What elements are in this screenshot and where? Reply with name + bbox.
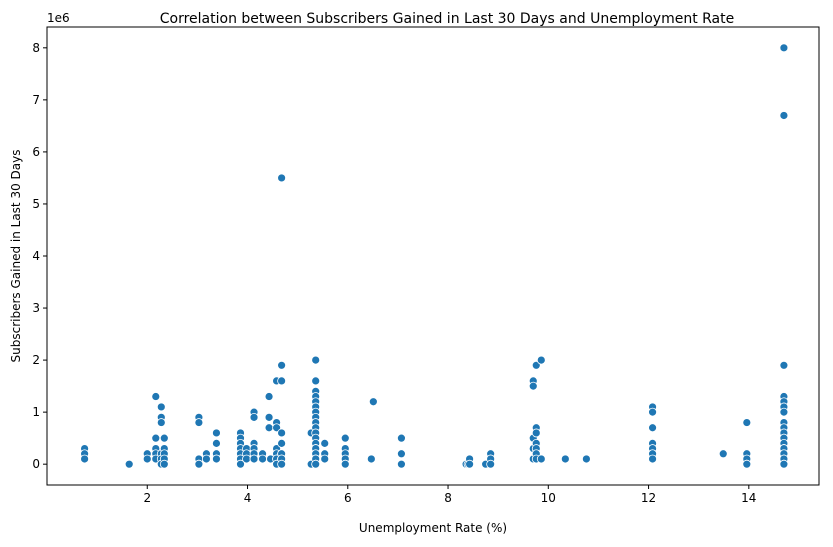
scatter-point [397,459,406,469]
scatter-point [277,360,287,370]
scatter-point [194,459,204,469]
scatter-point [311,376,321,386]
scatter-point [779,459,789,469]
y-tick-label: 8 [32,41,40,55]
scatter-point [159,459,169,469]
scatter-point [340,459,350,469]
y-tick-label: 3 [32,301,40,315]
scatter-point [151,433,161,443]
scatter-point [151,392,161,401]
scatter-point [156,402,166,412]
y-tick-label: 0 [32,457,40,471]
scatter-point [648,423,657,433]
scatter-point [264,423,274,433]
scatter-point [212,454,221,464]
scatter-point [560,454,570,464]
scatter-point [581,454,591,464]
scatter-point [718,449,728,459]
x-tick-label: 14 [741,491,756,505]
scatter-point [264,412,274,422]
x-tick-label: 4 [244,491,252,505]
scatter-point [156,418,166,427]
scatter-point [249,412,259,422]
scatter-point [397,449,406,459]
scatter-point [368,397,378,407]
y-tick-label: 4 [32,249,40,263]
y-tick-label: 7 [32,93,40,107]
scatter-point [779,43,789,53]
scatter-point [264,392,274,401]
scatter-point [258,454,267,464]
scatter-point [311,355,321,365]
scatter-point [536,355,546,365]
x-axis-label: Unemployment Rate (%) [359,521,507,535]
scatter-point [124,459,134,469]
scatter-point [311,459,321,469]
y-tick-label: 6 [32,145,40,159]
scatter-point [236,459,245,469]
scatter-point [212,438,221,448]
scatter-point [486,459,496,469]
y-tick-label: 1 [32,405,40,419]
scatter-point [320,454,330,464]
scatter-point [528,381,538,391]
scatter-point [277,173,287,183]
scatter-point [742,418,752,427]
scatter-point [531,428,541,438]
scatter-point [142,454,152,464]
scatter-point [742,459,752,469]
scatter-point [465,459,474,469]
y-offset-label: 1e6 [47,11,70,25]
scatter-point [648,454,657,464]
chart-title: Correlation between Subscribers Gained i… [160,11,735,27]
x-tick-label: 10 [541,491,556,505]
scatter-point [249,454,259,464]
scatter-point [536,454,546,464]
scatter-point [397,433,406,443]
x-tick-label: 12 [641,491,656,505]
scatter-point [242,454,251,464]
y-tick-label: 2 [32,353,40,367]
scatter-point [277,376,287,386]
x-tick-label: 8 [444,491,452,505]
scatter-point [194,418,204,427]
x-tick-label: 2 [143,491,151,505]
scatter-point [366,454,376,464]
x-axis: 2 4 6 8 10 12 14 [143,485,756,505]
scatter-point [648,407,657,417]
scatter-point [277,459,287,469]
y-axis: 0 1 2 3 4 5 6 7 8 [32,41,47,471]
scatter-point [779,111,789,120]
y-tick-label: 5 [32,197,40,211]
scatter-point [779,360,789,370]
data-points [80,43,789,469]
scatter-point [212,428,221,438]
scatter-point [80,454,89,464]
x-tick-label: 6 [344,491,352,505]
scatter-point [320,438,330,448]
scatter-point [277,438,287,448]
scatter-point [340,433,350,443]
scatter-point [202,454,211,464]
scatter-point [159,433,169,443]
scatter-point [277,428,287,438]
y-axis-label: Subscribers Gained in Last 30 Days [9,150,23,363]
scatter-point [779,407,789,417]
